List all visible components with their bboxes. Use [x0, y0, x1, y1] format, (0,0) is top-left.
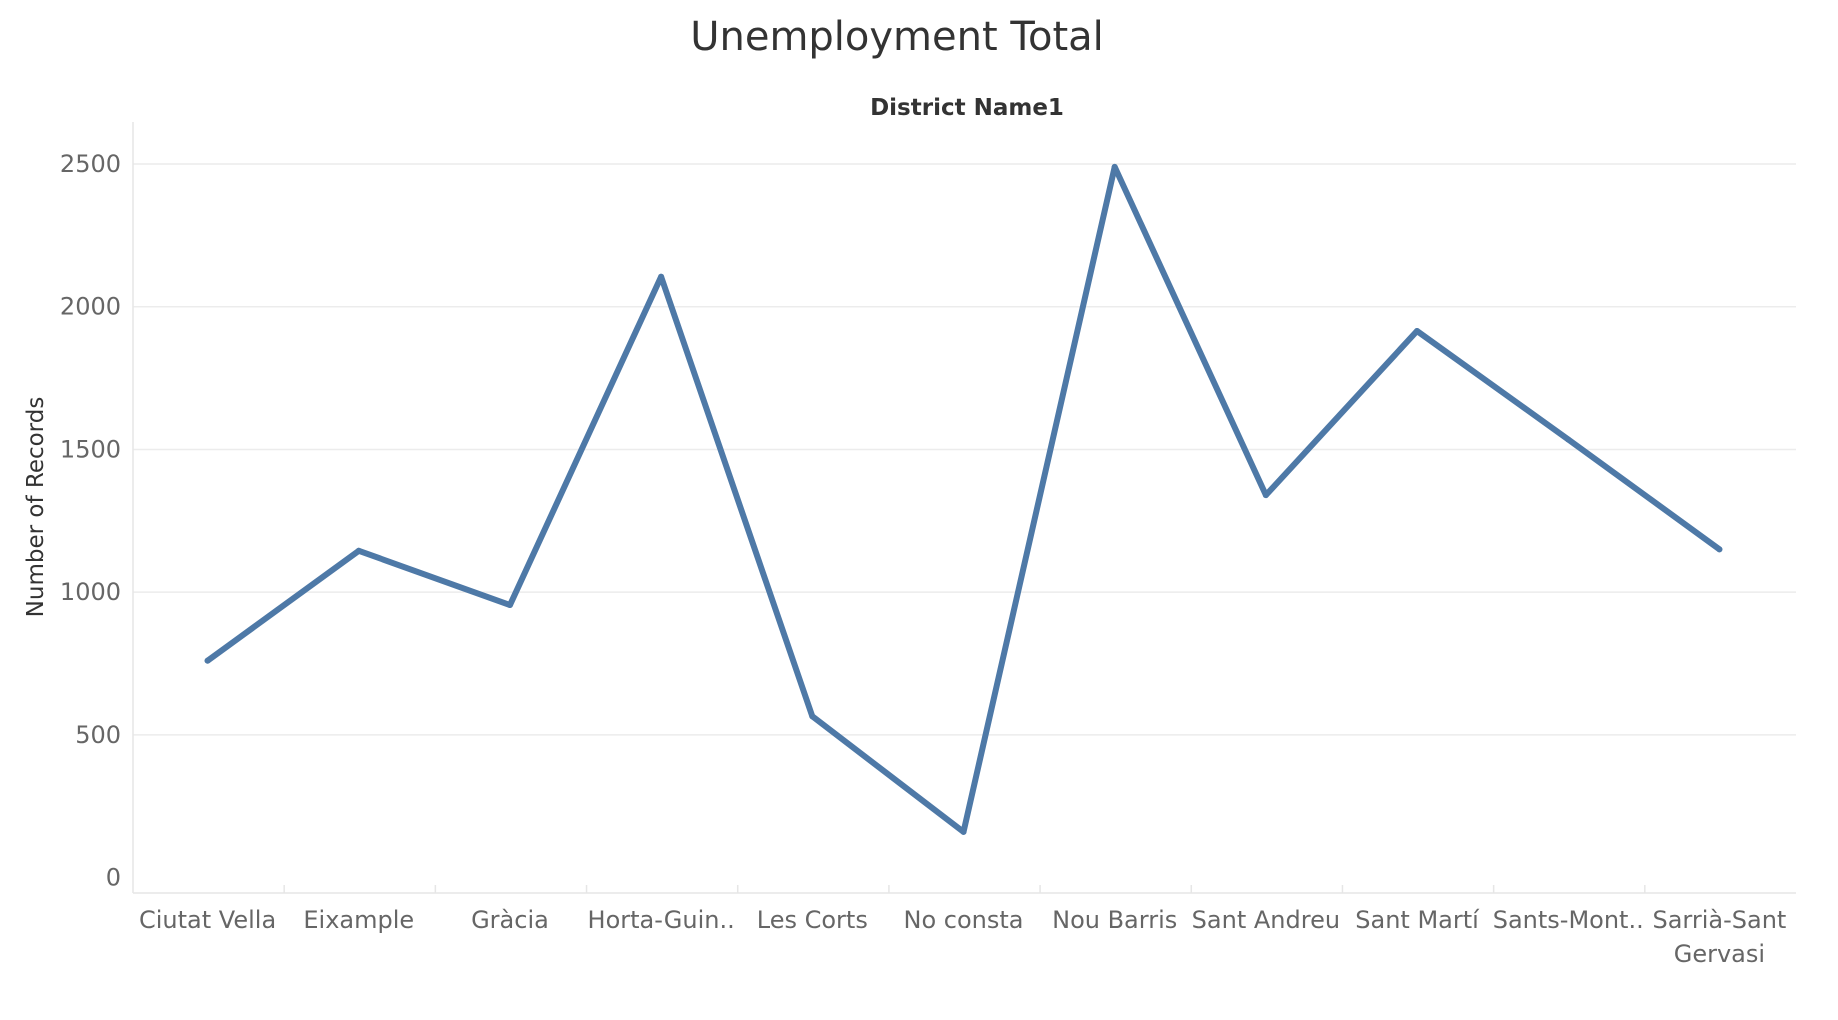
- x-tick-label: Les Corts: [757, 906, 868, 934]
- x-tick-label: No consta: [904, 906, 1024, 934]
- x-tick-label: Ciutat Vella: [139, 906, 276, 934]
- x-tick-label: Nou Barris: [1052, 906, 1177, 934]
- data-point[interactable]: [204, 657, 211, 664]
- series-layer: [204, 163, 1723, 835]
- x-tick-label: Sarrià-Sant Gervasi: [1652, 906, 1786, 968]
- data-point[interactable]: [1414, 327, 1421, 334]
- data-point[interactable]: [1111, 163, 1118, 170]
- data-point[interactable]: [809, 713, 816, 720]
- x-tick-label: Gràcia: [471, 906, 549, 934]
- gridlines: [133, 163, 1796, 736]
- data-point[interactable]: [658, 273, 665, 280]
- y-tick-label: 2500: [60, 150, 121, 178]
- y-tick-label: 1500: [60, 435, 121, 463]
- y-tick-label: 1000: [60, 578, 121, 606]
- x-tick-label: Sant Andreu: [1192, 906, 1340, 934]
- x-axis: [132, 122, 1796, 894]
- x-tick-label: Horta-Guin..: [588, 906, 735, 934]
- y-tick-label: 2000: [60, 293, 121, 321]
- data-point[interactable]: [1716, 546, 1723, 553]
- data-point[interactable]: [1262, 492, 1269, 499]
- chart-title: Unemployment Total: [690, 14, 1104, 60]
- data-point[interactable]: [960, 828, 967, 835]
- data-point[interactable]: [355, 547, 362, 554]
- y-axis-label: Number of Records: [23, 397, 49, 618]
- series-line-0: [204, 163, 1723, 835]
- data-point[interactable]: [506, 602, 513, 609]
- x-tick-label: Sants-Mont..: [1493, 906, 1644, 934]
- x-axis-ticks: Ciutat Vella Eixample Gràcia Horta-Guin.. Le…: [139, 906, 1786, 968]
- y-axis-ticks: 0 500 1000 1500 2000 2500: [60, 150, 121, 892]
- x-tick-label: Sant Martí: [1355, 906, 1480, 934]
- data-point[interactable]: [1565, 436, 1572, 443]
- column-header: District Name1: [870, 95, 1064, 121]
- x-tick-label: Eixample: [303, 906, 414, 934]
- y-tick-label: 0: [106, 864, 121, 892]
- y-tick-label: 500: [75, 721, 121, 749]
